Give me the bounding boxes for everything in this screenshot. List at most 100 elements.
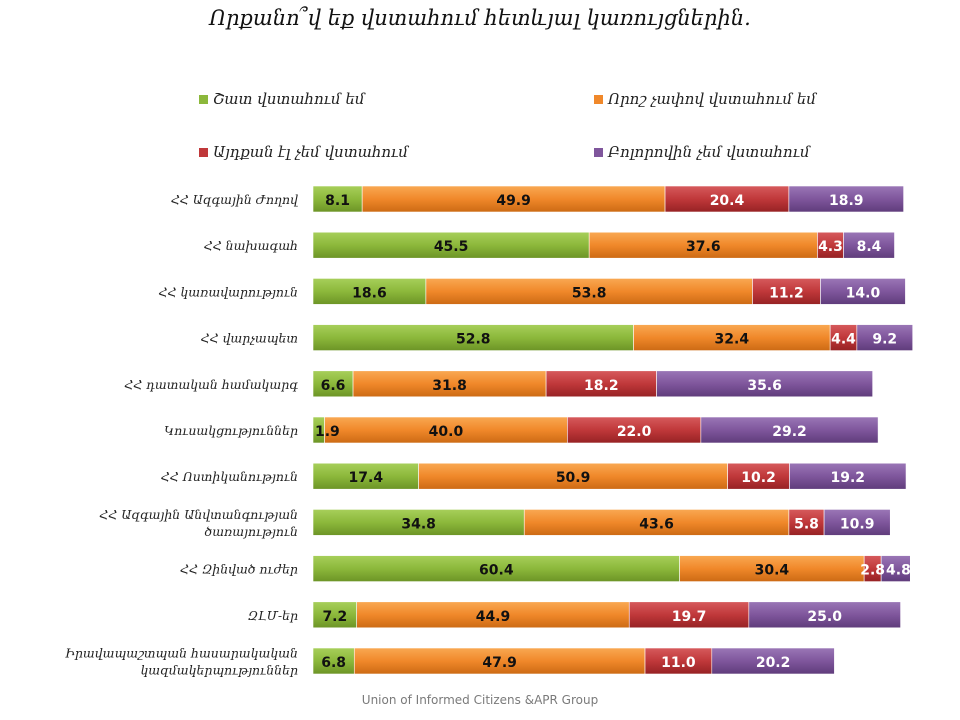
legend-label-3: Այդքան էլ չեմ վստահում	[213, 143, 409, 161]
legend-label-4: Բոլորովին չեմ վստահում	[607, 143, 811, 161]
value-label-7-1: 17.4	[349, 470, 384, 486]
bar-9-series-4	[880, 555, 911, 582]
value-label-4-1: 52.8	[456, 332, 491, 348]
bar-11-series-4	[711, 647, 835, 675]
value-label-4-2: 32.4	[715, 332, 750, 348]
legend-swatch-3	[199, 148, 208, 157]
bar-10-series-3	[628, 601, 750, 629]
value-label-10-4: 25.0	[807, 609, 842, 625]
legend-swatch-4	[594, 148, 603, 157]
value-label-8-1: 34.8	[401, 516, 436, 532]
bar-5-series-2	[352, 370, 547, 398]
legend-swatch-1	[199, 95, 208, 104]
bar-7-series-1	[312, 462, 419, 490]
value-label-10-2: 44.9	[476, 609, 511, 625]
bar-3-series-4	[820, 278, 906, 305]
bar-5-series-4	[656, 370, 873, 398]
value-label-11-3: 11.0	[661, 655, 696, 671]
category-label-3: ՀՀ կառավարություն	[158, 284, 298, 299]
category-label-7: ՀՀ Ոստիկանություն	[161, 469, 298, 484]
bar-row-2	[312, 231, 895, 259]
value-label-2-4: 8.4	[857, 239, 882, 255]
bar-1-series-1	[312, 185, 363, 213]
bar-7-series-3	[727, 462, 790, 490]
value-label-11-2: 47.9	[482, 655, 517, 671]
value-label-3-1: 18.6	[352, 285, 387, 301]
bar-1-series-2	[361, 185, 666, 213]
value-label-5-3: 18.2	[584, 378, 619, 394]
category-label-8: ՀՀ Ազգային Անվտանգության ծառայություն	[99, 507, 298, 539]
value-label-5-2: 31.8	[432, 378, 467, 394]
bar-4-series-3	[829, 324, 858, 351]
bar-row-9	[312, 555, 911, 582]
bar-7-series-2	[418, 462, 728, 490]
value-label-8-3: 5.8	[794, 516, 819, 532]
value-label-7-2: 50.9	[556, 470, 591, 486]
bar-row-1	[312, 185, 904, 213]
value-label-11-4: 20.2	[756, 655, 791, 671]
category-label-6: Կուսակցություններ	[164, 423, 298, 438]
legend: Շատ վստահում եմ Որոշ չափով վստահում եմ Այդ…	[199, 90, 817, 161]
bar-11-series-1	[312, 647, 355, 675]
value-label-1-1: 8.1	[325, 193, 350, 209]
bar-2-series-1	[312, 231, 590, 259]
bar-8-series-2	[523, 509, 790, 536]
bar-3-series-2	[425, 278, 753, 305]
value-label-9-4: 4.8	[886, 563, 911, 579]
chart-title: Որքանո՞վ եք վստահում հետևյալ կառույցների…	[209, 6, 751, 30]
bar-8-series-4	[823, 509, 891, 536]
value-label-6-2: 40.0	[429, 424, 464, 440]
value-label-9-3: 2.8	[860, 563, 885, 579]
bar-4-series-4	[856, 324, 914, 351]
bar-row-3	[312, 278, 906, 305]
value-labels: 8.1 49.9 20.4 18.9 45.5 37.6 4.3 8.4 18.6 53.8 11.…	[315, 193, 911, 671]
bar-row-4	[312, 324, 914, 351]
value-label-7-3: 10.2	[741, 470, 776, 486]
bar-10-series-2	[356, 601, 630, 629]
value-label-2-1: 45.5	[434, 239, 469, 255]
bar-row-8	[312, 509, 891, 536]
value-label-4-3: 4.4	[831, 332, 856, 348]
category-label-1: ՀՀ Ազգային Ժողով	[171, 192, 298, 207]
bar-4-series-2	[633, 324, 831, 351]
category-label-10: ԶԼՄ-եր	[248, 608, 298, 623]
legend-swatch-2	[594, 95, 603, 104]
value-label-4-4: 9.2	[872, 332, 897, 348]
bar-9-series-1	[312, 555, 680, 582]
bar-6-series-3	[567, 416, 702, 444]
bar-11-series-3	[644, 647, 713, 675]
bar-4-series-1	[312, 324, 634, 351]
bar-6-series-4	[700, 416, 879, 444]
bar-10-series-4	[748, 601, 901, 629]
value-label-10-1: 7.2	[322, 609, 347, 625]
bars	[312, 185, 914, 675]
value-label-1-4: 18.9	[829, 193, 864, 209]
bar-2-series-2	[588, 231, 818, 259]
bar-row-11	[312, 647, 835, 675]
bar-row-5	[312, 370, 873, 398]
value-label-9-2: 30.4	[755, 563, 790, 579]
bar-row-10	[312, 601, 901, 629]
source-note: Union of Informed Citizens &APR Group	[361, 693, 599, 707]
bar-2-series-4	[843, 231, 895, 259]
bar-5-series-1	[312, 370, 354, 398]
bar-3-series-1	[312, 278, 427, 305]
value-label-5-1: 6.6	[321, 378, 346, 394]
category-labels: ՀՀ Ազգային Ժողով ՀՀ նախագահ ՀՀ կառավարությ…	[65, 192, 298, 678]
value-label-5-4: 35.6	[747, 378, 782, 394]
value-label-6-3: 22.0	[617, 424, 652, 440]
bar-3-series-3	[752, 278, 821, 305]
bar-7-series-4	[789, 462, 907, 490]
category-label-9: ՀՀ Զինված ուժեր	[180, 562, 298, 577]
bar-8-series-1	[312, 509, 525, 536]
bar-row-6	[312, 416, 879, 444]
value-label-11-1: 6.8	[321, 655, 346, 671]
value-label-6-1: 1.9	[315, 424, 340, 440]
value-label-3-4: 14.0	[846, 285, 881, 301]
bar-5-series-3	[545, 370, 657, 398]
value-label-8-4: 10.9	[840, 516, 875, 532]
value-label-2-3: 4.3	[818, 239, 843, 255]
category-label-4: ՀՀ վարչապետ	[201, 331, 298, 346]
bar-row-7	[312, 462, 907, 490]
